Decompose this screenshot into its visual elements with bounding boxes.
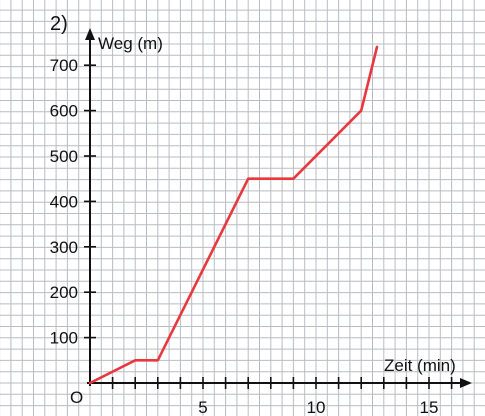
- series-layer: [88, 45, 379, 385]
- y-axis-arrow-icon: [85, 28, 95, 40]
- ticks: 5 10 15 100 200 300 400 500 600 700: [50, 56, 453, 416]
- y-tick-label: 700: [50, 56, 78, 75]
- y-tick-label: 200: [50, 283, 78, 302]
- x-axis-arrow-icon: [460, 378, 472, 388]
- y-tick-label: 600: [50, 102, 78, 121]
- x-tick-label: 10: [307, 398, 326, 416]
- y-tick-label: 500: [50, 147, 78, 166]
- y-axis-title: Weg (m): [98, 34, 163, 53]
- origin-label: O: [70, 388, 83, 407]
- x-axis-title: Zeit (min): [384, 356, 456, 375]
- x-tick-label: 5: [198, 398, 207, 416]
- y-tick-label: 400: [50, 192, 78, 211]
- x-tick-label: 15: [420, 398, 439, 416]
- y-tick-label: 100: [50, 329, 78, 348]
- axes: [85, 28, 472, 388]
- series-line: [88, 45, 379, 385]
- y-tick-label: 300: [50, 238, 78, 257]
- problem-number: 2): [50, 13, 68, 35]
